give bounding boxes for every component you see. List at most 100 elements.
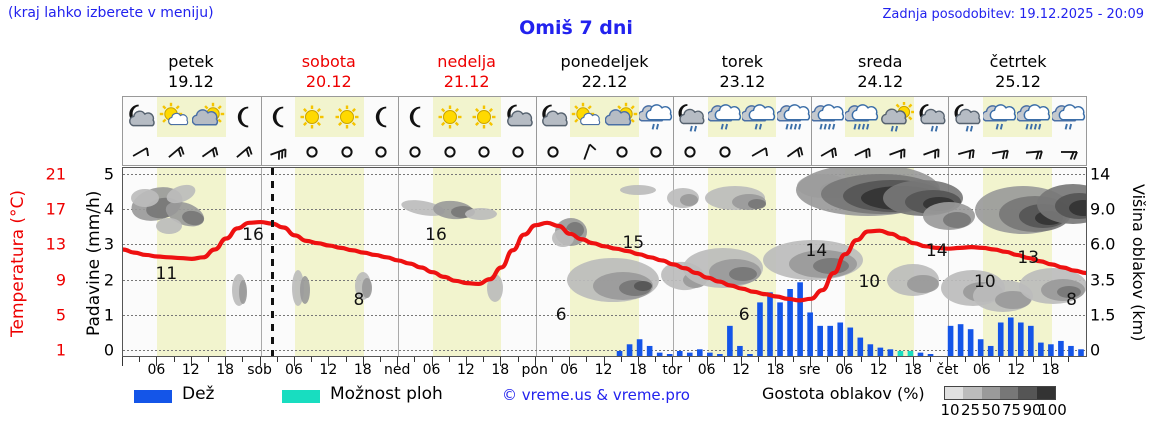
x-axis-tick — [965, 357, 966, 362]
x-axis-label: 18 — [491, 362, 510, 378]
wind-barb — [948, 137, 982, 167]
legend-showers-label: Možnost ploh — [330, 384, 443, 404]
temperature-value-label: 8 — [353, 289, 365, 310]
sun-cloud-icon — [604, 97, 639, 137]
precipitation-tick-labels: 5 4 3 2 1 0 — [70, 164, 114, 360]
moon-cloud-icon — [501, 97, 535, 137]
wind-barb-calm — [433, 137, 467, 167]
x-axis-tick — [363, 357, 364, 366]
x-axis-label: 18 — [904, 362, 922, 378]
sun-icon — [466, 97, 502, 137]
temperature-value-label: 10 — [858, 271, 881, 292]
daylight-band — [294, 168, 364, 356]
x-axis-tick — [397, 357, 398, 366]
temperature-value-label: 16 — [242, 224, 264, 245]
cloud-rain-icon — [1051, 97, 1086, 137]
day-header-2: nedelja 21.12 — [398, 52, 536, 92]
hgt-tick-5: 0 — [1090, 340, 1101, 360]
day-name: sreda — [858, 52, 903, 71]
day-separator — [398, 97, 400, 165]
cloud-heavyrain-icon — [1017, 97, 1052, 137]
prec-tick-5: 0 — [103, 340, 114, 360]
cloud-density-swatch-3 — [999, 387, 1019, 399]
wind-barb — [776, 137, 810, 167]
x-axis-label: ned — [383, 362, 411, 378]
day-date: 25.12 — [995, 72, 1041, 91]
prec-tick-0: 5 — [103, 164, 114, 184]
precipitation-bars-layer — [616, 282, 1084, 356]
wind-barb — [742, 137, 776, 167]
x-axis-tick — [208, 357, 209, 362]
last-update-label: Zadnja posodobitev: 19.12.2025 - 20:09 — [882, 7, 1144, 22]
sun-cloud-icon — [191, 97, 227, 137]
temp-tick-3: 9 — [55, 270, 66, 290]
menu-note: (kraj lahko izberete v meniju) — [8, 5, 214, 21]
day-date: 20.12 — [305, 72, 352, 91]
x-axis-tick — [500, 357, 501, 366]
day-date: 22.12 — [581, 72, 628, 91]
copyright-link[interactable]: © vreme.us & vreme.pro — [502, 386, 690, 404]
temperature-value-label: 15 — [622, 232, 645, 253]
cloud-density-value: 90 — [1022, 401, 1042, 419]
wind-barb-calm — [398, 137, 432, 167]
day-separator — [535, 97, 537, 165]
wind-barb-calm — [536, 137, 570, 167]
wind-barb — [845, 137, 879, 167]
x-axis-tick — [930, 357, 931, 362]
cloud-density-swatch-2 — [981, 387, 1000, 399]
wind-barb-calm — [467, 137, 501, 167]
x-axis-tick — [638, 357, 639, 366]
x-axis-tick — [414, 357, 415, 362]
hgt-tick-2: 6.0 — [1090, 234, 1116, 254]
x-axis-label: tor — [662, 362, 683, 378]
x-axis-label: 18 — [1041, 362, 1060, 378]
wind-barb — [570, 137, 604, 167]
wind-barb-calm — [639, 137, 673, 167]
temp-tick-2: 13 — [45, 234, 66, 254]
day-date: 24.12 — [857, 72, 904, 91]
day-separator — [260, 97, 262, 165]
x-axis-tick — [1016, 357, 1017, 366]
sun-smallcloud-icon — [157, 97, 192, 137]
cloud-density-swatch-1 — [963, 387, 982, 399]
legend-rain-label: Dež — [182, 384, 215, 404]
moon-icon — [226, 97, 260, 137]
x-axis-tick — [156, 357, 157, 366]
x-axis-tick — [896, 357, 897, 362]
x-axis-label: 06 — [972, 362, 991, 378]
chart-legend: Dež Možnost ploh © vreme.us & vreme.pro … — [122, 384, 1132, 422]
wind-barb-calm — [604, 137, 638, 167]
x-axis-label: 06 — [560, 362, 579, 378]
horizontal-gridline — [123, 350, 1086, 351]
x-axis-label: 06 — [835, 362, 854, 378]
hgt-tick-4: 1.5 — [1090, 305, 1116, 325]
x-axis-tick — [449, 357, 450, 362]
hgt-tick-0: 14 — [1090, 164, 1111, 184]
x-axis-tick — [707, 357, 708, 366]
wind-barb — [192, 137, 226, 167]
cloud-heavyrain-icon — [845, 97, 880, 137]
day-name: torek — [721, 52, 764, 71]
temperature-value-label: 16 — [425, 224, 447, 245]
x-axis-tick — [879, 357, 880, 366]
x-axis-label: 18 — [628, 362, 647, 378]
meteogram-plot: 111681661561410141013811 — [122, 167, 1087, 357]
x-axis-labels: 06 12 18 sob 06 12 18 ned 06 12 18 pon 06 12 18 tor 06 12… — [110, 362, 1100, 382]
x-axis-tick — [810, 357, 811, 366]
x-axis-tick — [741, 357, 742, 366]
x-axis-tick — [655, 357, 656, 362]
cloud-density-value: 50 — [981, 401, 1001, 419]
moon-icon — [261, 97, 295, 137]
sun-icon — [294, 97, 330, 137]
cloudheight-tick-labels: 14 9.0 6.0 3.5 1.5 0 — [1090, 164, 1134, 360]
x-axis-tick — [947, 357, 948, 366]
day-separator — [810, 97, 812, 165]
prec-tick-1: 4 — [103, 199, 114, 219]
hgt-tick-3: 3.5 — [1090, 270, 1116, 290]
temp-tick-0: 21 — [45, 164, 66, 184]
forecast-icon-strip — [122, 96, 1087, 166]
day-header-3: ponedeljek 22.12 — [536, 52, 674, 92]
moon-cloud-rain-icon — [673, 97, 707, 137]
prec-tick-4: 1 — [103, 305, 114, 325]
current-time-marker — [271, 168, 274, 356]
